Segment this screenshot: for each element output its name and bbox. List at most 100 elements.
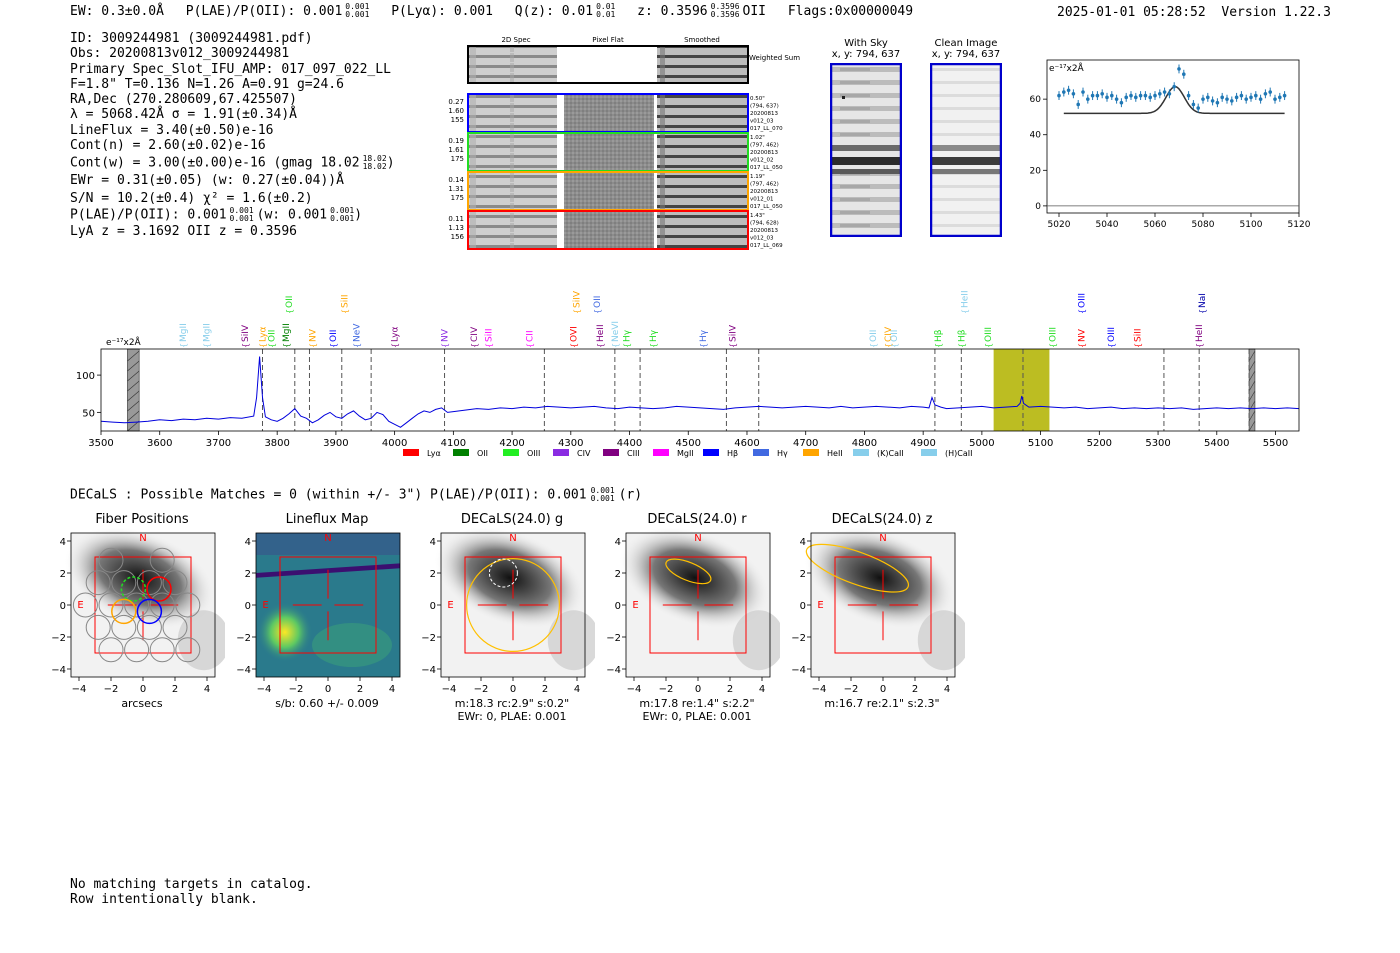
stamp-ytick-label: −2 bbox=[236, 633, 251, 644]
zoom-data-point bbox=[1186, 91, 1191, 101]
spectral-line-label: MgII bbox=[179, 323, 189, 342]
spec-xtick-label: 3500 bbox=[88, 438, 113, 449]
cutout-meta: 017_LL_069 bbox=[750, 243, 783, 249]
zoom-marker bbox=[1249, 95, 1253, 100]
line-zoom-chart: e⁻¹⁷x2Å 5020 5040 5060 5080 5100 5120 0 20 40 60 bbox=[1030, 59, 1311, 230]
zoom-data-point bbox=[1158, 89, 1162, 99]
stamp-ytick-label: 2 bbox=[430, 569, 436, 580]
cutout-meta: 20200813 bbox=[750, 189, 778, 195]
spectral-line-bracket: { bbox=[267, 343, 276, 348]
legend-item: OIII bbox=[503, 449, 540, 458]
with-sky-image bbox=[830, 63, 902, 237]
stamp-xtick-label: 4 bbox=[944, 684, 950, 695]
spectral-line-bracket: { bbox=[352, 343, 361, 348]
cutout-smooth bbox=[657, 133, 747, 171]
galaxy-halo bbox=[547, 610, 595, 671]
cutout-flat bbox=[564, 211, 654, 249]
zoom-marker bbox=[1282, 93, 1287, 98]
cutout-smooth bbox=[657, 211, 747, 249]
zoom-xtick-label: 5040 bbox=[1096, 220, 1119, 230]
spectral-line-label: OIII bbox=[984, 327, 994, 342]
stamp-ytick-label: 4 bbox=[430, 537, 436, 548]
spectral-line-bracket: { bbox=[570, 343, 579, 348]
legend-item: Hγ bbox=[753, 449, 788, 458]
zoom-data-point bbox=[1086, 94, 1090, 104]
zoom-marker bbox=[1134, 95, 1138, 100]
spectral-line-label: CIV bbox=[470, 326, 480, 342]
spectral-line-bracket: { bbox=[960, 309, 969, 314]
legend-label: (H)CaII bbox=[945, 449, 972, 458]
cutout-stat: 0.27 bbox=[448, 98, 464, 106]
spectral-line-bracket: { bbox=[241, 343, 250, 348]
spec-xtick-label: 5200 bbox=[1087, 438, 1112, 449]
zoom-data-point bbox=[1114, 94, 1119, 104]
zoom-data-point bbox=[1215, 98, 1220, 108]
spectral-line-bracket: { bbox=[728, 343, 737, 348]
cutout-flat bbox=[564, 133, 654, 171]
zoom-data-point bbox=[1076, 100, 1080, 109]
zoom-data-point bbox=[1090, 91, 1095, 101]
spectral-line-bracket: { bbox=[329, 343, 338, 348]
stamp-caption-line: m:18.3 rc:2.9" s:0.2" bbox=[454, 697, 570, 710]
galaxy-light bbox=[434, 528, 585, 629]
zoom-plot-area bbox=[1046, 59, 1300, 214]
zoom-marker bbox=[1105, 95, 1109, 100]
mask-hatch bbox=[127, 360, 140, 372]
zoom-data-point bbox=[1278, 92, 1282, 102]
legend-label: (K)CaII bbox=[877, 449, 904, 458]
stamp-ytick-label: −4 bbox=[606, 665, 621, 676]
zoom-marker bbox=[1095, 93, 1100, 98]
spectral-line-bracket: { bbox=[596, 343, 605, 348]
stamp-xtick-label: −4 bbox=[627, 684, 642, 695]
aperture-box bbox=[649, 556, 747, 654]
spectral-line-label: SiIV bbox=[573, 290, 583, 308]
stamp-xtick-label: 2 bbox=[727, 684, 733, 695]
zoom-marker bbox=[1196, 106, 1200, 110]
legend-swatch bbox=[753, 449, 769, 456]
fiber-circle bbox=[149, 592, 175, 618]
cutout-flat bbox=[564, 172, 654, 210]
zoom-ylabel: e⁻¹⁷x2Å bbox=[1049, 62, 1085, 74]
weighted-sum-label: Weighted Sum bbox=[749, 54, 800, 62]
zoom-data-point bbox=[1148, 92, 1152, 102]
zoom-data-point bbox=[1273, 94, 1277, 104]
stamp-caption: m:18.3 rc:2.9" s:0.2" EWr: 0, PLAE: 0.001 bbox=[432, 697, 592, 723]
stamp-fiber: N E −4 −4 −2 −2 0 0 2 2 4 4 bbox=[51, 528, 225, 695]
spectral-line-bracket: { bbox=[869, 343, 878, 348]
spectral-line-bracket: { bbox=[308, 343, 317, 348]
zoom-marker bbox=[1186, 93, 1191, 98]
qz-value: Q(z): 0.01 0.01 0.01 bbox=[514, 2, 616, 19]
legend-label: Lyα bbox=[427, 449, 441, 458]
zoom-data-point bbox=[1071, 89, 1076, 99]
spectral-line-bracket: { bbox=[391, 343, 400, 348]
stamp-caption: arcsecs bbox=[62, 697, 222, 710]
stamp-caption: s/b: 0.60 +/- 0.009 bbox=[247, 697, 407, 710]
info-sn: S/N = 10.2(±0.4) χ² = 1.6(±0.2) bbox=[70, 190, 313, 206]
stamp-ytick-label: 0 bbox=[800, 601, 806, 612]
spectral-line-label: SiIV bbox=[728, 324, 738, 342]
col-label-2d: 2D Spec bbox=[501, 36, 530, 44]
spec-ytick-label: 50 bbox=[82, 408, 95, 419]
zoom-data-point bbox=[1162, 87, 1167, 97]
spec-ytick-label: 100 bbox=[76, 371, 95, 382]
mask-hatch bbox=[127, 390, 140, 402]
spectral-line-label: OII bbox=[329, 330, 339, 342]
zoom-xtick-label: 5080 bbox=[1192, 220, 1215, 230]
spectral-line-label: CII bbox=[526, 330, 536, 342]
spectral-line-bracket: { bbox=[649, 343, 658, 348]
stamp-xtick-label: 0 bbox=[880, 684, 886, 695]
legend-swatch bbox=[803, 449, 819, 456]
fiber-highlight bbox=[146, 576, 172, 602]
zoom-marker bbox=[1230, 99, 1234, 103]
cutout-stat: 1.13 bbox=[448, 224, 464, 232]
fiber-circle bbox=[85, 570, 111, 596]
zoom-data-point bbox=[1230, 96, 1234, 106]
zoom-marker bbox=[1081, 90, 1085, 94]
spectral-line-bracket: { bbox=[285, 309, 294, 314]
fiber-circle bbox=[149, 637, 175, 663]
stamp-ytick-label: −4 bbox=[791, 665, 806, 676]
zoom-data-point bbox=[1081, 87, 1085, 97]
cutout-meta: (797, 462) bbox=[750, 143, 779, 149]
zoom-marker bbox=[1066, 88, 1071, 93]
cutout-2d bbox=[469, 94, 557, 132]
